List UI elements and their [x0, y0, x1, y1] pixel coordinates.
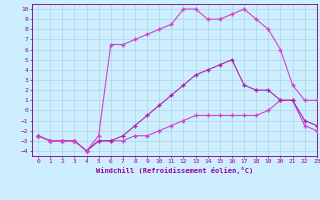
X-axis label: Windchill (Refroidissement éolien,°C): Windchill (Refroidissement éolien,°C) [96, 167, 253, 174]
